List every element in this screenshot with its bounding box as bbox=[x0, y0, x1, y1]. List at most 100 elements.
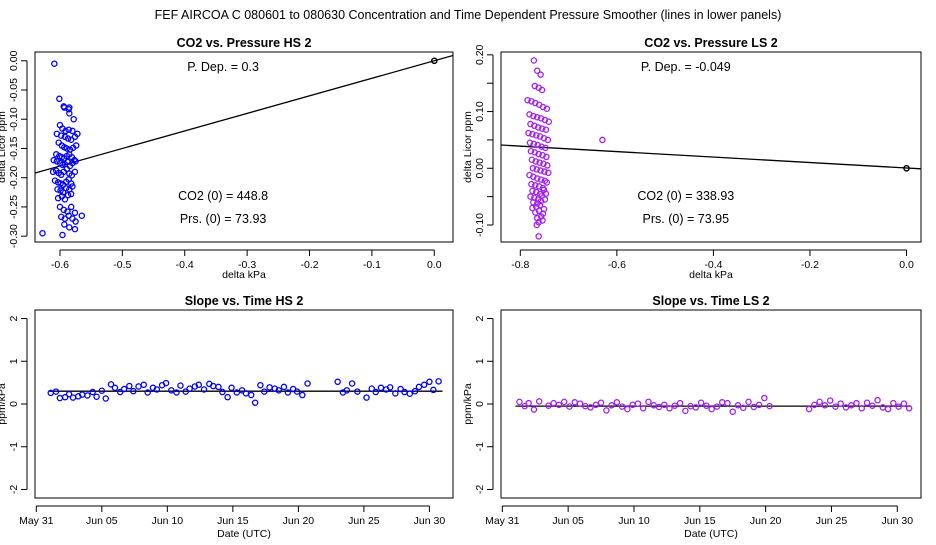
data-point bbox=[535, 398, 543, 405]
data-point bbox=[538, 143, 545, 150]
data-point bbox=[111, 384, 119, 392]
data-point bbox=[676, 399, 684, 407]
x-tick-label: Jun 25 bbox=[348, 515, 380, 527]
data-point bbox=[527, 193, 534, 200]
x-tick-label: -0.8 bbox=[511, 259, 529, 271]
data-point bbox=[740, 404, 747, 412]
data-point bbox=[536, 159, 543, 166]
data-point bbox=[671, 402, 679, 409]
data-point bbox=[853, 399, 860, 407]
data-point bbox=[343, 387, 351, 394]
data-point bbox=[869, 402, 876, 409]
data-point bbox=[884, 405, 892, 413]
data-point bbox=[538, 125, 546, 132]
y-tick-label: -0.05 bbox=[8, 78, 20, 102]
annotation: CO2 (0) = 448.8 bbox=[178, 189, 268, 203]
data-point bbox=[62, 184, 70, 192]
y-tick-label: 1 bbox=[474, 358, 486, 364]
data-point bbox=[890, 399, 897, 407]
data-point bbox=[847, 402, 855, 409]
data-point bbox=[224, 393, 231, 401]
data-point bbox=[530, 406, 538, 413]
data-point bbox=[78, 212, 86, 219]
data-point bbox=[530, 57, 538, 64]
x-tick-label: -0.2 bbox=[801, 259, 819, 271]
data-point bbox=[530, 112, 537, 120]
data-point bbox=[415, 383, 423, 391]
data-point bbox=[63, 145, 71, 152]
data-point bbox=[65, 126, 72, 134]
data-point bbox=[93, 393, 100, 400]
data-point bbox=[541, 168, 548, 175]
data-point bbox=[587, 404, 594, 411]
y-tick-label: -1 bbox=[474, 442, 486, 451]
data-point bbox=[61, 196, 69, 203]
data-point bbox=[525, 399, 532, 407]
data-point bbox=[524, 96, 531, 104]
data-point bbox=[545, 118, 553, 126]
data-point bbox=[703, 402, 710, 409]
data-point bbox=[535, 233, 542, 240]
data-point bbox=[411, 387, 419, 395]
data-point bbox=[334, 378, 341, 386]
data-point bbox=[734, 402, 742, 409]
fit-line bbox=[35, 54, 453, 174]
data-point bbox=[842, 404, 850, 411]
data-point bbox=[238, 387, 246, 394]
data-point bbox=[293, 388, 301, 395]
data-point bbox=[826, 397, 834, 404]
data-point bbox=[761, 394, 768, 402]
x-tick-label: -0.1 bbox=[363, 259, 381, 271]
data-point bbox=[811, 401, 818, 409]
data-point bbox=[372, 388, 379, 396]
x-tick-label: 0.0 bbox=[899, 259, 914, 271]
data-point bbox=[832, 403, 839, 410]
data-point bbox=[532, 158, 540, 165]
y-axis-label: ppm/kPa bbox=[0, 383, 8, 425]
data-point bbox=[544, 162, 551, 169]
chart-title: CO2 vs. Pressure HS 2 bbox=[177, 36, 312, 50]
y-tick-label: -0.25 bbox=[8, 195, 20, 219]
y-tick-label: -2 bbox=[8, 485, 20, 494]
y-tick-label: -0.10 bbox=[474, 213, 486, 237]
y-tick-label: -0.15 bbox=[8, 136, 20, 160]
data-point bbox=[697, 399, 705, 406]
data-point bbox=[70, 115, 77, 123]
data-point bbox=[603, 407, 610, 414]
data-point bbox=[639, 405, 647, 412]
y-axis-label: delta Licor ppm bbox=[0, 111, 8, 183]
x-axis-label: delta kPa bbox=[222, 269, 266, 281]
x-axis-label: Date (UTC) bbox=[217, 528, 271, 540]
data-point bbox=[539, 217, 546, 224]
data-point bbox=[527, 148, 535, 155]
data-point bbox=[537, 167, 544, 174]
data-point bbox=[56, 394, 64, 402]
data-point bbox=[533, 175, 541, 182]
data-point bbox=[67, 203, 75, 211]
data-point bbox=[858, 405, 866, 412]
data-point bbox=[529, 165, 537, 172]
annotation: P. Dep. = 0.3 bbox=[187, 60, 259, 74]
data-point bbox=[392, 390, 399, 397]
data-point bbox=[550, 399, 557, 407]
x-axis-label: delta kPa bbox=[689, 269, 733, 281]
data-point bbox=[555, 401, 563, 409]
data-point bbox=[39, 229, 46, 237]
data-point bbox=[247, 391, 255, 399]
data-point bbox=[533, 67, 541, 74]
data-point bbox=[755, 401, 763, 409]
plot-frame bbox=[500, 309, 922, 499]
x-tick-label: May 31 bbox=[485, 515, 520, 527]
data-point bbox=[532, 182, 539, 189]
data-point bbox=[52, 388, 60, 395]
data-point bbox=[386, 384, 394, 391]
data-point bbox=[613, 399, 621, 406]
data-point bbox=[65, 390, 73, 398]
data-point bbox=[821, 402, 829, 409]
data-point bbox=[576, 400, 584, 407]
data-point bbox=[571, 399, 578, 406]
data-point bbox=[542, 144, 549, 152]
data-point bbox=[543, 179, 551, 186]
data-point bbox=[89, 388, 96, 396]
data-point bbox=[186, 385, 193, 392]
